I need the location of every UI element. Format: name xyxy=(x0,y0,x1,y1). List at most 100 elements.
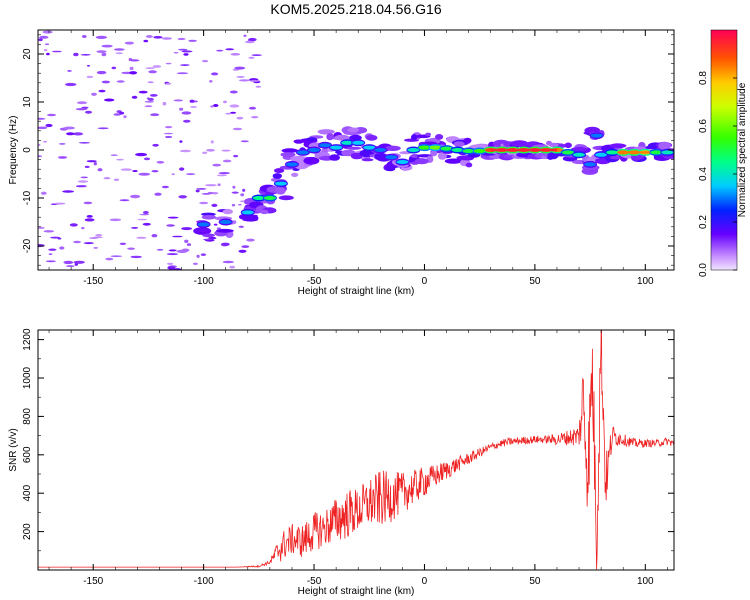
noise-blob xyxy=(222,260,234,264)
noise-blob xyxy=(178,195,187,199)
noise-blob xyxy=(231,191,239,194)
noise-blob xyxy=(62,190,74,193)
noise-blob xyxy=(181,227,193,231)
x-tick-label: 100 xyxy=(637,576,654,587)
ridge-halo xyxy=(571,147,588,152)
ridge-cell xyxy=(252,196,265,200)
noise-blob xyxy=(234,66,246,70)
ridge-halo xyxy=(414,158,429,165)
ridge-halo xyxy=(290,155,308,163)
noise-blob xyxy=(225,48,235,51)
noise-blob xyxy=(156,160,165,164)
noise-blob xyxy=(161,37,172,40)
noise-blob xyxy=(248,56,255,59)
noise-blob xyxy=(86,75,94,79)
noise-blob xyxy=(59,246,65,250)
ridge-cell xyxy=(241,210,254,215)
noise-blob xyxy=(180,64,190,66)
noise-blob xyxy=(120,168,133,171)
noise-blob xyxy=(216,174,227,177)
ridge-cell xyxy=(385,155,398,160)
noise-blob xyxy=(202,59,209,63)
noise-blob xyxy=(81,35,87,38)
x-tick-label: -150 xyxy=(83,276,103,287)
noise-blob xyxy=(167,266,176,270)
ridge-cell xyxy=(219,220,232,224)
noise-blob xyxy=(110,154,118,156)
noise-blob xyxy=(101,52,107,57)
ridge-cell xyxy=(418,145,431,150)
noise-blob xyxy=(183,53,189,56)
ridge-halo xyxy=(278,195,294,201)
x-tick-label: -150 xyxy=(83,576,103,587)
noise-blob xyxy=(95,234,103,237)
noise-blob xyxy=(218,172,231,175)
noise-blob xyxy=(179,107,184,111)
noise-blob xyxy=(131,227,139,229)
noise-blob xyxy=(149,94,158,97)
noise-blob xyxy=(101,80,111,84)
x-tick-label: -50 xyxy=(307,276,322,287)
noise-blob xyxy=(236,116,244,120)
ridge-halo xyxy=(202,233,215,238)
ridge-halo xyxy=(272,173,282,179)
ridge-cell xyxy=(286,162,298,167)
ridge-halo xyxy=(303,156,320,165)
ridge-halo xyxy=(281,148,298,153)
ridge-halo xyxy=(361,158,374,162)
noise-blob xyxy=(76,101,88,105)
x-tick-label: -100 xyxy=(194,276,214,287)
noise-blob xyxy=(113,178,120,181)
spectrogram-data xyxy=(38,30,674,270)
noise-blob xyxy=(45,260,56,263)
ridge-cell xyxy=(590,133,603,138)
noise-blob xyxy=(119,111,125,115)
noise-blob xyxy=(84,218,95,222)
colorbar-tick-label: 0.6 xyxy=(698,119,709,133)
noise-blob xyxy=(97,127,109,130)
noise-blob xyxy=(65,265,75,267)
ridge-halo xyxy=(291,172,299,177)
noise-blob xyxy=(168,249,177,252)
noise-blob xyxy=(44,43,50,45)
noise-blob xyxy=(98,89,106,93)
noise-blob xyxy=(145,35,153,38)
noise-blob xyxy=(221,242,230,246)
colorbar-gradient xyxy=(711,30,737,270)
ridge-halo xyxy=(658,141,672,150)
noise-blob xyxy=(67,70,72,72)
ridge-halo xyxy=(201,215,217,220)
ridge-cell xyxy=(341,140,354,145)
ridge-halo xyxy=(196,228,211,233)
noise-blob xyxy=(200,253,207,256)
noise-blob xyxy=(248,106,257,110)
colorbar-label: Normalized spectral amplitude xyxy=(737,82,748,217)
noise-blob xyxy=(130,194,141,199)
noise-blob xyxy=(78,142,91,144)
noise-blob xyxy=(64,82,77,87)
noise-blob xyxy=(42,30,53,34)
colorbar-ticks: 0.0 0.2 0.4 0.6 0.8 xyxy=(698,71,737,277)
noise-blob xyxy=(211,203,218,207)
noise-blob xyxy=(83,201,93,205)
noise-blob xyxy=(243,34,247,37)
ridge-halo xyxy=(329,154,340,161)
noise-blob xyxy=(85,110,92,114)
noise-blob xyxy=(72,132,84,136)
noise-blob xyxy=(233,154,239,158)
noise-blob xyxy=(38,117,46,120)
x-tick-label: 100 xyxy=(637,276,654,287)
ridge-cell xyxy=(297,150,309,155)
ridge-halo xyxy=(564,142,572,149)
noise-blob xyxy=(196,188,207,190)
ridge-cell xyxy=(274,181,287,186)
noise-blob xyxy=(240,193,245,197)
noise-blob xyxy=(188,39,197,42)
ridge-cell xyxy=(451,148,464,152)
noise-blob xyxy=(139,213,150,216)
noise-blob xyxy=(103,177,111,180)
ridge-cell xyxy=(197,222,210,227)
noise-blob xyxy=(166,253,179,256)
